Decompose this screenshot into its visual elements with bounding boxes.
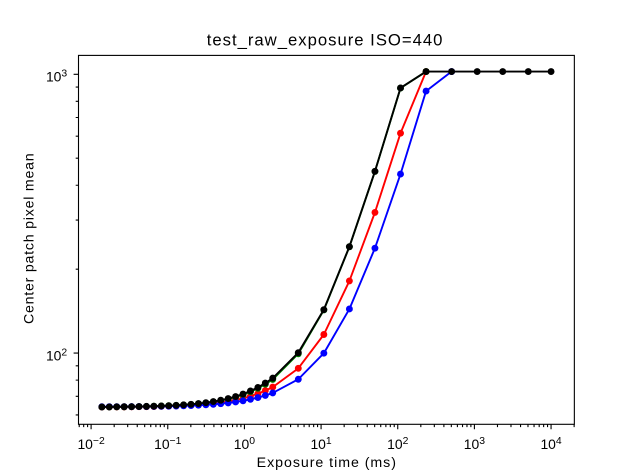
svg-text:Center patch pixel mean: Center patch pixel mean bbox=[22, 153, 38, 324]
svg-text:Exposure time (ms): Exposure time (ms) bbox=[257, 455, 397, 471]
svg-text:test_raw_exposure ISO=440: test_raw_exposure ISO=440 bbox=[207, 30, 444, 49]
